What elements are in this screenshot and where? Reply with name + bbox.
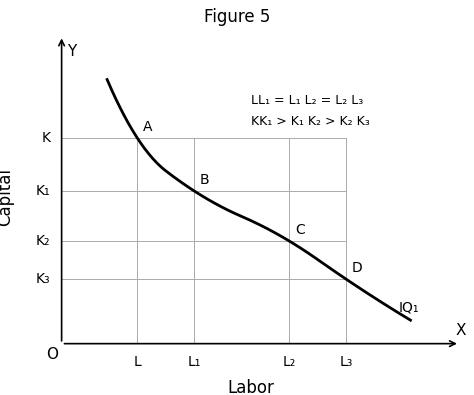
Text: Labor: Labor — [228, 379, 274, 395]
Text: L: L — [134, 356, 141, 369]
Text: LL₁ = L₁ L₂ = L₂ L₃
KK₁ > K₁ K₂ > K₂ K₃: LL₁ = L₁ L₂ = L₂ L₃ KK₁ > K₁ K₂ > K₂ K₃ — [251, 94, 370, 128]
Text: D: D — [352, 261, 363, 275]
Text: X: X — [456, 323, 466, 338]
Text: Y: Y — [67, 44, 77, 59]
Text: Capital: Capital — [0, 168, 14, 226]
Text: IQ₁: IQ₁ — [399, 300, 419, 314]
Text: O: O — [46, 346, 58, 361]
Text: B: B — [200, 173, 210, 187]
Text: C: C — [295, 222, 305, 237]
Text: K₁: K₁ — [36, 184, 50, 198]
Text: L₃: L₃ — [339, 356, 353, 369]
Text: Figure 5: Figure 5 — [204, 8, 270, 26]
Text: K: K — [41, 131, 50, 145]
Text: K₂: K₂ — [36, 234, 50, 248]
Text: L₂: L₂ — [283, 356, 296, 369]
Text: K₃: K₃ — [36, 272, 50, 286]
Text: L₁: L₁ — [188, 356, 201, 369]
Text: A: A — [143, 120, 153, 134]
